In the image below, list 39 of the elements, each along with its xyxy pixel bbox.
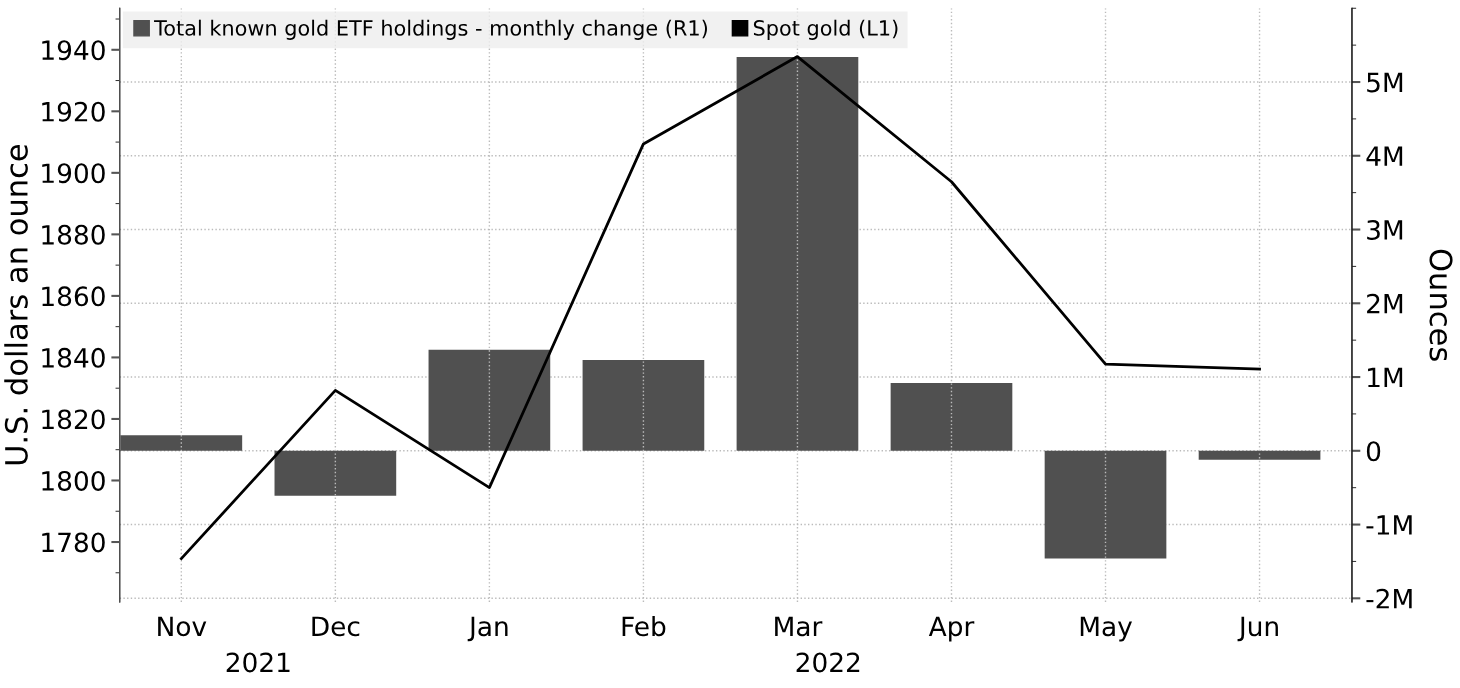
y-tick-label: 1800 bbox=[42, 470, 105, 491]
x-tick-label: Dec bbox=[312, 616, 360, 637]
bar bbox=[890, 382, 1013, 451]
y2-tick-label: -2M bbox=[1366, 588, 1412, 609]
x-tick-label: May bbox=[1080, 616, 1132, 642]
y2-tick-label: -1M bbox=[1366, 515, 1412, 535]
y2-tick-label: 3M bbox=[1367, 219, 1403, 240]
x-tick-label: Nov bbox=[158, 616, 207, 637]
x-tick-label: Apr bbox=[928, 616, 975, 642]
y-axis-title: U.S. dollars an ounce bbox=[4, 144, 28, 465]
y-tick-label: 1840 bbox=[42, 347, 105, 368]
bar bbox=[582, 360, 705, 451]
x-tick-label: Jun bbox=[1237, 616, 1278, 642]
y2-tick-label: 2M bbox=[1367, 293, 1403, 314]
y2-tick-label: 4M bbox=[1366, 146, 1403, 166]
y2-tick-label: 5M bbox=[1367, 72, 1403, 93]
y-tick-label: 1860 bbox=[42, 286, 105, 307]
bar bbox=[1198, 450, 1321, 460]
bar bbox=[428, 349, 551, 451]
y-tick-label: 1880 bbox=[42, 224, 105, 245]
y-tick-label: 1920 bbox=[42, 101, 105, 122]
y2-tick-label: 1M bbox=[1368, 367, 1403, 388]
bar bbox=[274, 450, 397, 496]
line-series bbox=[179, 55, 1261, 561]
legend-label: Total known gold ETF holdings - monthly change (R1) bbox=[154, 19, 707, 40]
text: 2021 bbox=[226, 652, 290, 673]
y2-tick-label: 0 bbox=[1366, 441, 1381, 462]
legend-label: Spot gold (L1) bbox=[753, 19, 898, 40]
bar bbox=[1044, 450, 1167, 559]
x-tick-label: Feb bbox=[622, 615, 666, 637]
bar bbox=[736, 56, 859, 451]
y-tick-label: 1940 bbox=[42, 40, 105, 61]
y-tick-label: 1900 bbox=[42, 163, 105, 184]
x-tick-label: Jan bbox=[467, 616, 508, 642]
y2-axis-title: Ounces bbox=[1429, 249, 1453, 361]
y-tick-label: 1780 bbox=[42, 532, 105, 553]
text: 2022 bbox=[796, 652, 860, 673]
y-tick-label: 1820 bbox=[42, 409, 105, 430]
x-tick-label: Mar bbox=[775, 616, 823, 637]
